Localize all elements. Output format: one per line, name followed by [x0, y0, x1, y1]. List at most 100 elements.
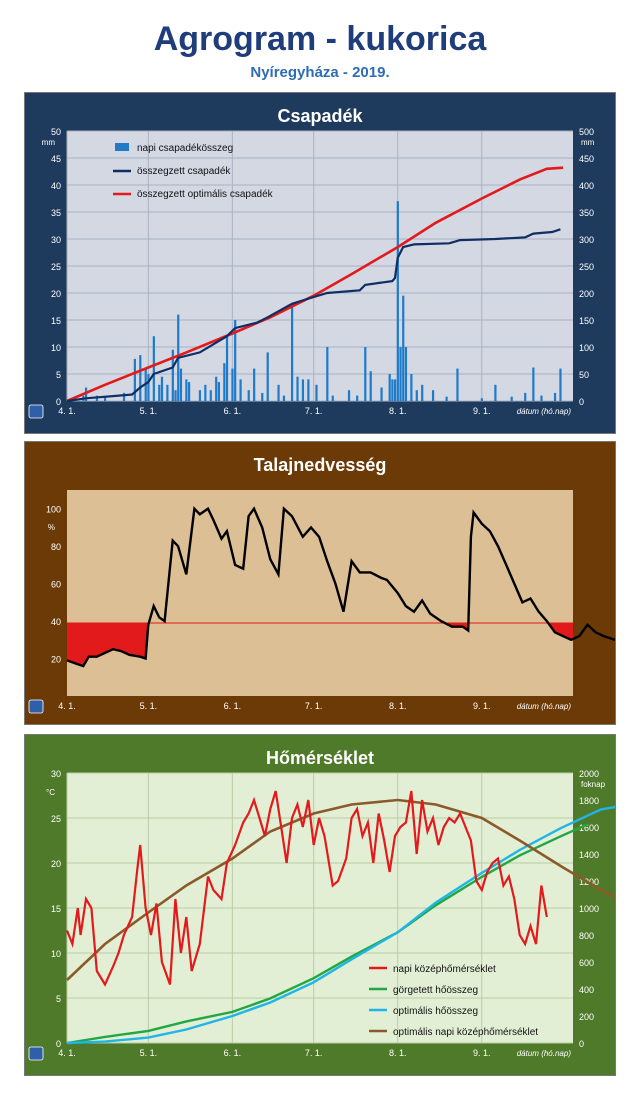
precip-bar — [388, 374, 391, 401]
precipitation-panel: Csapadék 0 5 10 15 20 25 30 35 40 45 50 mm 0 50 100 150 2… — [24, 92, 616, 434]
y-axis-unit-left: mm — [42, 138, 56, 147]
x-axis-label: dátum (hó.nap) — [517, 1049, 572, 1058]
y-axis-unit-right: foknap — [581, 780, 606, 789]
y-tick-label-right: 200 — [579, 1012, 594, 1022]
y-tick-label-left: 0 — [56, 1039, 61, 1049]
y-tick-label-right: 2000 — [579, 769, 599, 779]
precip-bar — [198, 390, 202, 401]
x-tick-label: 7. 1. — [305, 1048, 323, 1058]
y-tick-label-right: 200 — [579, 289, 594, 299]
precip-bar — [532, 367, 535, 401]
logo-badge — [28, 699, 44, 714]
y-tick-label-left: 20 — [51, 289, 61, 299]
y-tick-label-left: 60 — [51, 580, 61, 590]
y-tick-label-left: 30 — [51, 235, 61, 245]
precip-bar — [431, 390, 435, 401]
precip-bar — [234, 320, 237, 401]
precip-bar — [301, 379, 305, 401]
precip-bar — [326, 347, 329, 401]
y-tick-label-left: 30 — [51, 769, 61, 779]
y-tick-label-left: 25 — [51, 262, 61, 272]
precip-bar — [364, 347, 367, 401]
precip-bar — [133, 358, 136, 401]
precip-bar — [277, 384, 280, 401]
y-axis-unit-left: °C — [46, 788, 55, 797]
precip-bar — [540, 395, 543, 401]
y-tick-label-left: 20 — [51, 655, 61, 665]
precip-bar — [331, 395, 334, 401]
legend-label: összegzett optimális csapadék — [137, 189, 274, 200]
precip-bar — [356, 395, 359, 401]
x-tick-label: 5. 1. — [140, 701, 158, 711]
x-tick-label: 4. 1. — [58, 701, 76, 711]
soil-moisture-panel: Talajnedvesség 20 40 60 80 100% 4. 1. 5. 1. 6. 1… — [24, 441, 616, 725]
precip-bar — [247, 390, 250, 401]
precip-bar — [307, 379, 310, 401]
y-tick-label-right: 1000 — [579, 904, 599, 914]
precip-bar — [171, 349, 174, 401]
precip-bar — [480, 398, 483, 401]
precip-bar — [559, 368, 562, 401]
legend-label: optimális napi középhőmérséklet — [393, 1027, 538, 1038]
precip-bar — [225, 336, 229, 401]
precip-bar — [391, 379, 394, 401]
precip-bar — [223, 363, 226, 401]
precip-bar — [160, 376, 164, 401]
legend-label: optimális hőösszeg — [393, 1006, 478, 1017]
y-tick-label-right: 800 — [579, 931, 594, 941]
x-tick-label: 8. 1. — [389, 1048, 407, 1058]
precip-bar — [187, 382, 191, 401]
precip-bar — [158, 384, 161, 401]
y-tick-label-left: 50 — [51, 127, 61, 137]
y-tick-label-right: 450 — [579, 154, 594, 164]
precip-bar — [456, 368, 459, 401]
precip-bar — [122, 392, 126, 401]
y-tick-label-left: 5 — [56, 370, 61, 380]
y-tick-label-right: 100 — [579, 343, 594, 353]
series-line-optimal-cumulative — [66, 166, 564, 403]
y-tick-label-left: 0 — [56, 397, 61, 407]
precip-bar — [139, 355, 142, 401]
x-tick-label: 4. 1. — [58, 1048, 76, 1058]
chart-title: Hőmérséklet — [266, 748, 374, 768]
logo-badge — [28, 1046, 44, 1061]
precip-bar — [209, 390, 212, 401]
precip-bar — [396, 201, 399, 401]
precip-bar — [402, 295, 405, 401]
precip-bar — [147, 374, 150, 401]
x-tick-label: 8. 1. — [389, 406, 407, 416]
precip-bar — [347, 390, 351, 401]
precip-bar — [231, 368, 234, 401]
x-tick-label: 9. 1. — [473, 701, 491, 711]
precip-bar — [524, 392, 527, 401]
y-tick-label-left: 5 — [56, 994, 61, 1004]
precip-bar — [421, 384, 424, 401]
precip-bar — [445, 396, 448, 401]
legend-label: napi csapadékösszeg — [137, 143, 233, 154]
y-tick-label-left: 20 — [51, 859, 61, 869]
y-tick-label-right: 150 — [579, 316, 594, 326]
y-tick-label-left: 35 — [51, 208, 61, 218]
precip-bar — [174, 390, 177, 401]
precipitation-chart: Csapadék05101520253035404550mm0501001502… — [28, 106, 595, 419]
x-tick-label: 7. 1. — [305, 406, 323, 416]
y-tick-label-left: 15 — [51, 316, 61, 326]
x-tick-label: 5. 1. — [140, 1048, 158, 1058]
y-tick-label-left: 10 — [51, 949, 61, 959]
x-tick-label: 4. 1. — [58, 406, 76, 416]
y-tick-label-right: 1400 — [579, 850, 599, 860]
precip-bar — [282, 395, 286, 401]
precip-bar — [261, 392, 264, 401]
series-line-cumulative — [66, 228, 561, 403]
x-tick-label: 8. 1. — [389, 701, 407, 711]
precip-bar — [253, 368, 256, 401]
x-tick-label: 9. 1. — [473, 406, 491, 416]
plot-area — [67, 490, 573, 696]
y-tick-label-right: 50 — [579, 370, 589, 380]
precip-bar — [290, 303, 294, 401]
x-tick-label: 5. 1. — [140, 406, 158, 416]
precip-bar — [166, 384, 169, 401]
legend-label: összegzett csapadék — [137, 166, 231, 177]
temperature-chart: Hőmérséklet 0 5 10 15 20 25 30 °C 0 200 400 600 800 10… — [28, 748, 615, 1061]
precip-bar — [266, 352, 269, 401]
